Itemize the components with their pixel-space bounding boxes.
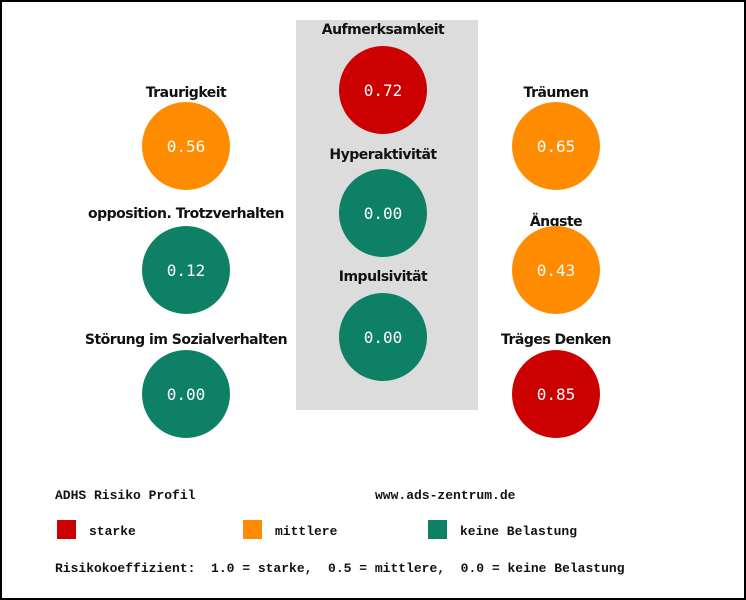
legend-swatch-keine (428, 520, 447, 539)
category-label: Traurigkeit (145, 85, 227, 101)
legend-label-starke: starke (89, 524, 136, 539)
risk-circle: 0.72 (339, 46, 427, 134)
legend-swatch-starke (57, 520, 76, 539)
website-link[interactable]: www.ads-zentrum.de (375, 488, 516, 503)
legend-label-mittlere: mittlere (275, 524, 338, 539)
risk-circle: 0.00 (142, 350, 230, 438)
profile-title: ADHS Risiko Profil (55, 488, 196, 503)
risk-circle: 0.85 (512, 350, 600, 438)
coefficient-note: Risikokoeffizient: 1.0 = starke, 0.5 = m… (55, 561, 625, 576)
category-label: Aufmerksamkeit (321, 22, 445, 38)
risk-circle: 0.56 (142, 102, 230, 190)
risk-circle: 0.00 (339, 169, 427, 257)
category-label: Ängste (529, 214, 583, 230)
category-label: Impulsivität (338, 269, 428, 285)
category-label: Störung im Sozialverhalten (84, 332, 288, 348)
category-label: Träumen (523, 85, 589, 101)
category-label: Hyperaktivität (329, 147, 437, 163)
risk-circle: 0.43 (512, 226, 600, 314)
risk-circle: 0.12 (142, 226, 230, 314)
risk-circle: 0.00 (339, 293, 427, 381)
category-label: opposition. Trotzverhalten (88, 206, 284, 222)
legend-swatch-mittlere (243, 520, 262, 539)
legend-label-keine: keine Belastung (460, 524, 578, 539)
category-label: Träges Denken (500, 332, 612, 348)
risk-circle: 0.65 (512, 102, 600, 190)
